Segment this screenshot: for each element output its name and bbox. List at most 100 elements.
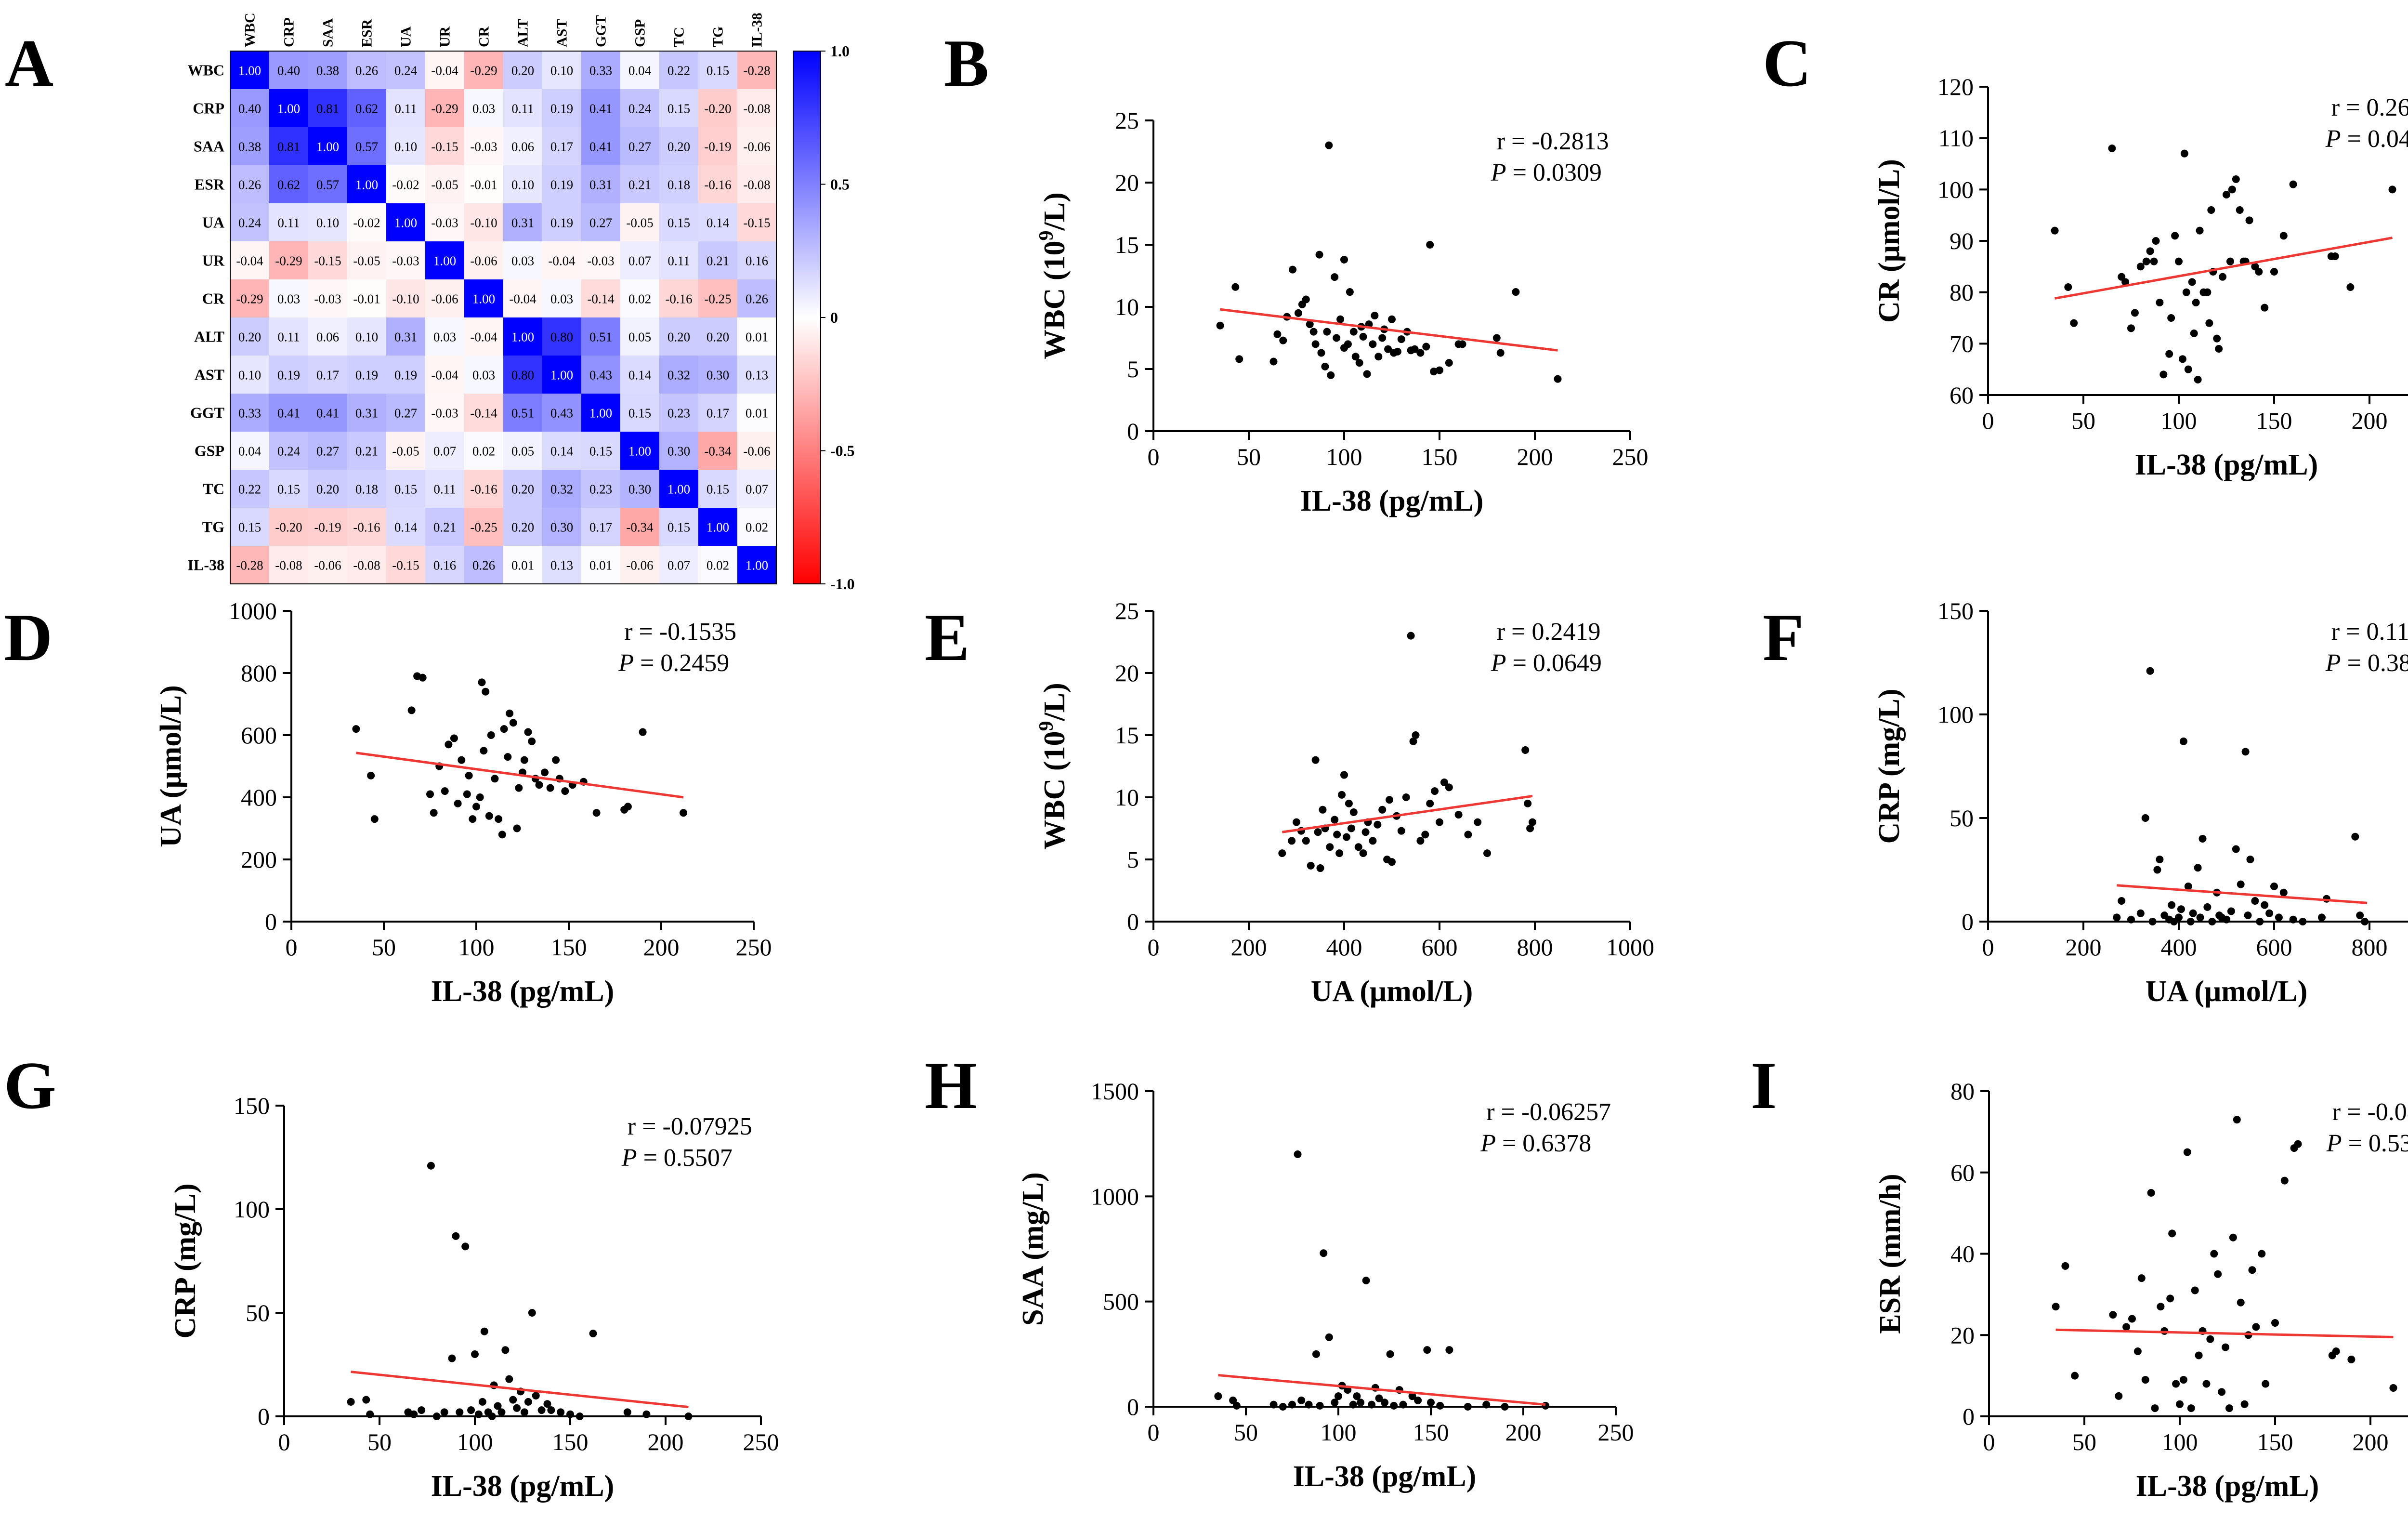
heatmap-cell [308, 203, 347, 241]
heatmap-value: 0.41 [277, 406, 300, 421]
regression-line [1282, 794, 1533, 833]
heatmap-cell [737, 51, 776, 89]
data-point [2191, 1286, 2199, 1294]
x-tick-label: 800 [1517, 934, 1553, 961]
data-point [367, 771, 375, 779]
heatmap-col-label: WBC [242, 13, 258, 47]
data-point [2388, 185, 2396, 194]
heatmap-value: 0.20 [238, 330, 261, 344]
data-point [478, 1398, 486, 1406]
data-point [478, 678, 486, 686]
data-point [370, 815, 379, 823]
y-tick-label: 80 [1950, 1078, 1975, 1105]
data-point [1440, 779, 1448, 787]
data-point [1333, 831, 1341, 839]
data-point [2070, 319, 2078, 327]
heatmap-value: -0.05 [353, 254, 380, 268]
p-symbol: P [621, 1144, 637, 1172]
data-point [1338, 791, 1346, 799]
x-tick-label: 0 [1983, 1428, 1995, 1455]
x-tick-label: 200 [2352, 407, 2388, 434]
r-value: r = 0.2419 [1497, 618, 1601, 646]
data-point [2240, 1400, 2249, 1408]
x-tick-label: 100 [458, 934, 495, 961]
data-point [2389, 1384, 2397, 1392]
data-point [1325, 1333, 1333, 1341]
scatter-panel-D: D 0 50 100 150 200 250 0 200 400 600 800 1000 IL-38 (… [4, 597, 772, 1008]
heatmap-cell [386, 51, 425, 89]
data-point [2177, 905, 2185, 913]
heatmap-value: 1.00 [394, 216, 417, 230]
data-point [2184, 365, 2192, 373]
data-point [1426, 241, 1434, 249]
heatmap-cell [737, 203, 776, 241]
data-point [623, 1408, 631, 1416]
data-point [1307, 861, 1315, 870]
heatmap-cell [230, 317, 269, 356]
x-axis-label: IL-38 (pg/mL) [2135, 449, 2318, 481]
heatmap-cell [386, 356, 425, 394]
data-point [2122, 1323, 2131, 1331]
panel-label-G: G [4, 1048, 56, 1123]
heatmap-value: 0.11 [511, 102, 534, 116]
data-point [2252, 1323, 2260, 1331]
heatmap-value: 0.01 [746, 330, 768, 344]
heatmap-value: -0.03 [431, 216, 458, 230]
data-point [1357, 1399, 1365, 1407]
heatmap-cell [347, 241, 386, 279]
r-value: r = -0.06257 [1486, 1098, 1611, 1126]
heatmap-value: -0.15 [392, 558, 419, 573]
heatmap-col-label: UA [398, 26, 414, 47]
data-point [440, 1408, 448, 1416]
heatmap-value: 0.20 [316, 482, 339, 497]
panel-label-E: E [925, 600, 969, 675]
data-point [1353, 1392, 1361, 1400]
x-tick-label: 200 [648, 1428, 684, 1455]
heatmap-value: -0.01 [353, 292, 380, 306]
y-axis-label-main: CR (μmol/L) [1873, 159, 1906, 323]
data-point [1416, 349, 1425, 357]
heatmap-cell [425, 432, 464, 470]
heatmap-cell [659, 127, 698, 165]
data-point [1345, 799, 1353, 807]
data-point [2131, 309, 2139, 317]
data-point [366, 1410, 374, 1418]
heatmap-value: 0.13 [550, 558, 573, 573]
y-axis-label: UA (μmol/L) [155, 685, 187, 847]
x-tick-label: 400 [1326, 934, 1362, 961]
heatmap-value: -0.06 [743, 444, 770, 459]
heatmap-value: 0.13 [746, 368, 768, 383]
data-point [471, 1350, 479, 1358]
heatmap-value: 0.15 [277, 482, 300, 497]
heatmap-cell [659, 165, 698, 203]
data-point [2237, 880, 2245, 888]
data-point [1316, 864, 1324, 872]
data-point [2171, 232, 2179, 240]
y-axis-label-main: SAA (mg/L) [1017, 1172, 1049, 1326]
heatmap-value: 0.15 [589, 444, 612, 459]
heatmap-cell [230, 356, 269, 394]
heatmap-value: 0.21 [355, 444, 378, 459]
y-tick-label: 500 [1103, 1288, 1139, 1315]
heatmap-value: -0.04 [431, 64, 458, 78]
heatmap-value: 0.20 [667, 140, 690, 154]
data-point [2167, 314, 2175, 322]
data-point [1288, 1400, 1296, 1409]
r-value: r = 0.1140 [2331, 618, 2408, 646]
heatmap-value: 0.05 [628, 330, 651, 344]
r-value: r = 0.2626 [2331, 94, 2408, 121]
data-point [2156, 856, 2164, 863]
heatmap-row-label: IL-38 [188, 556, 224, 574]
heatmap-cell [308, 279, 347, 317]
heatmap-col-label: GGT [593, 15, 609, 47]
data-point [445, 740, 453, 749]
x-tick-label: 200 [2353, 1428, 2389, 1455]
heatmap-value: 0.19 [550, 178, 573, 192]
heatmap-value: 0.19 [277, 368, 300, 383]
heatmap-cell [542, 203, 581, 241]
heatmap-value: 0.30 [628, 482, 651, 497]
heatmap-cell [503, 508, 542, 546]
p-symbol: P [1491, 649, 1506, 677]
heatmap-value: -0.29 [470, 64, 497, 78]
data-point [1399, 1400, 1407, 1409]
